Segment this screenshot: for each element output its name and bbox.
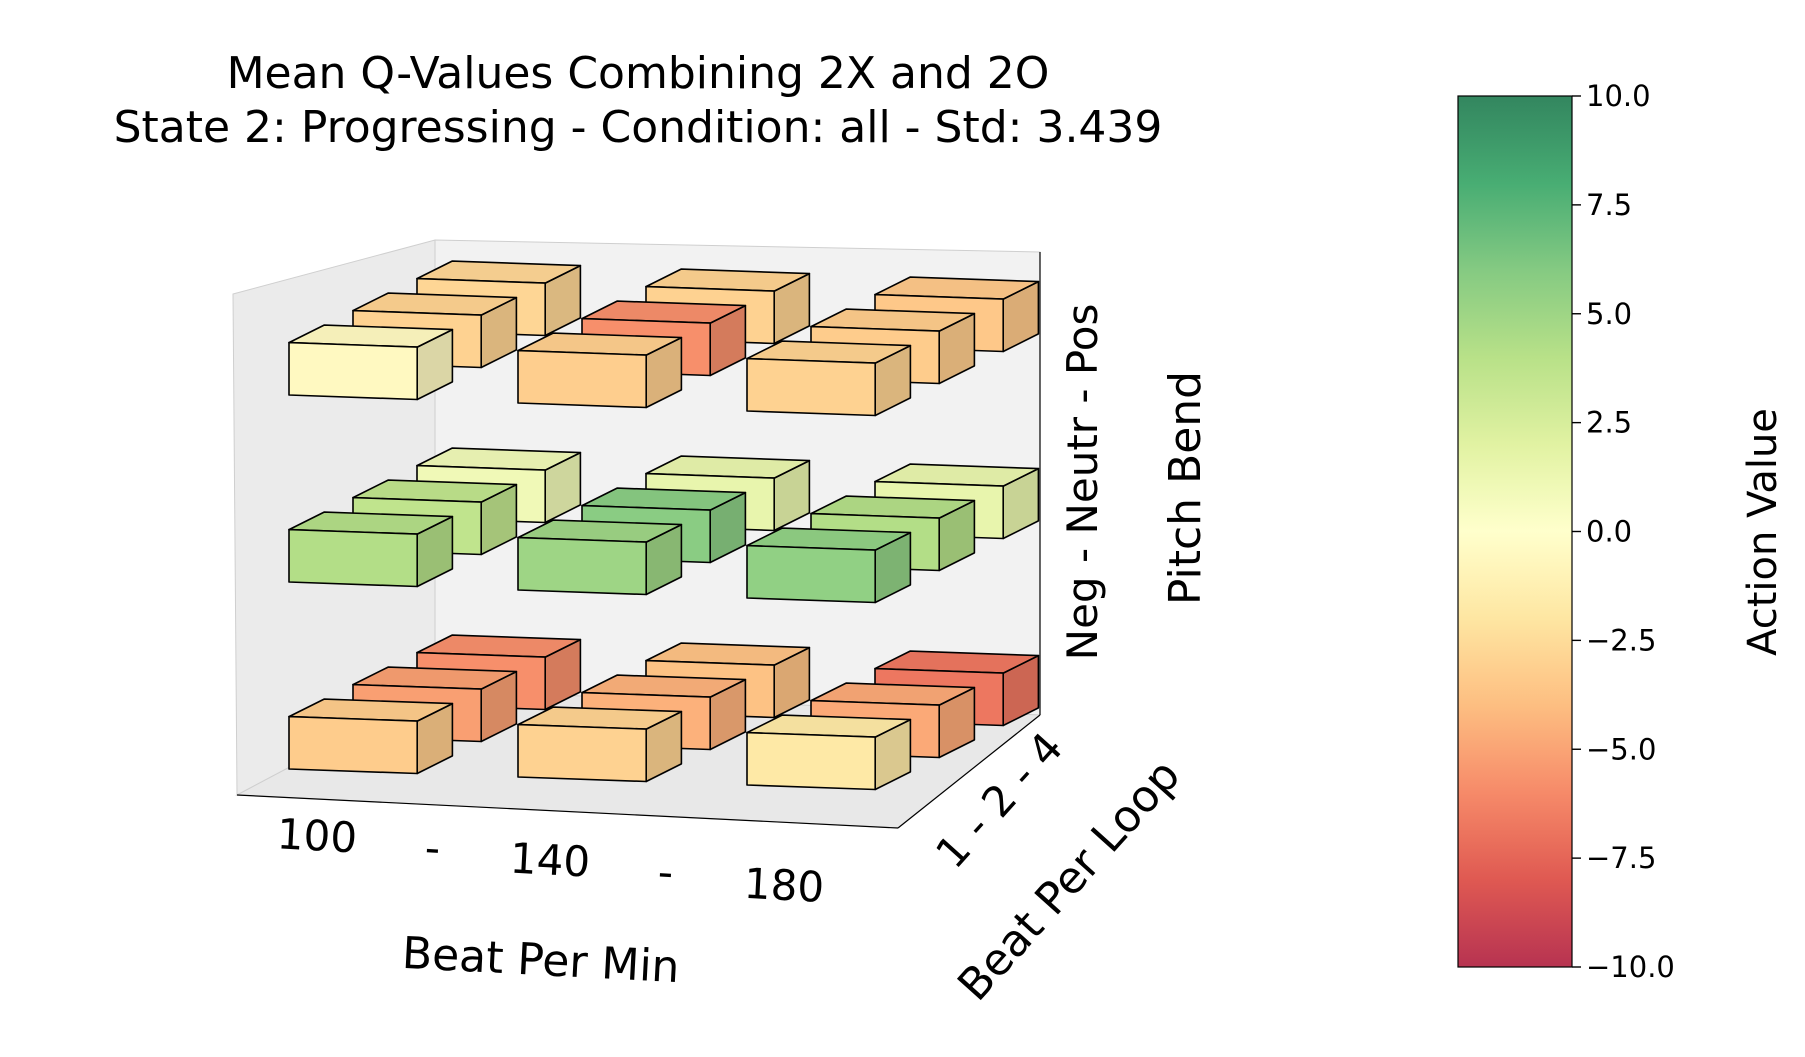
- bar-cube: [517, 332, 683, 409]
- x-tick-label: -: [657, 847, 675, 897]
- cube-front-face: [288, 341, 419, 401]
- bar-cube: [746, 340, 912, 417]
- colorbar-tick-label: 10.0: [1586, 79, 1651, 113]
- bar-cube: [288, 698, 454, 775]
- x-axis-label: Beat Per Min: [401, 928, 681, 993]
- x-tick-label: 100: [276, 809, 359, 862]
- bar-cube: [288, 511, 454, 588]
- colorbar-tick-label: 2.5: [1586, 406, 1632, 440]
- x-axis-line: [236, 794, 899, 829]
- colorbar-tick-label: −7.5: [1586, 841, 1656, 875]
- colorbar-ticks: 10.0 7.5 5.0 2.5 0.0 −2.5 −5.0 −7.5 −10.0: [1572, 79, 1675, 984]
- colorbar-tick-label: −10.0: [1586, 950, 1675, 984]
- cube-front-face: [288, 528, 419, 588]
- chart-title-line-1: Mean Q-Values Combining 2X and 2O: [227, 48, 1050, 99]
- colorbar-tick-label: 5.0: [1586, 297, 1632, 331]
- z-axis-label: Pitch Bend: [1160, 371, 1211, 605]
- bar-cube: [517, 706, 683, 783]
- colorbar-gradient: [1457, 95, 1573, 968]
- bar-cube: [746, 714, 912, 791]
- colorbar-tick-label: 0.0: [1586, 515, 1632, 549]
- colorbar-label: Action Value: [1740, 408, 1786, 656]
- chart-title-line-2: State 2: Progressing - Condition: all - …: [114, 102, 1163, 153]
- bar-cube: [288, 324, 454, 401]
- colorbar-tick-label: −5.0: [1586, 732, 1656, 766]
- cube-front-face: [517, 536, 648, 596]
- x-tick-label: 180: [743, 859, 826, 912]
- colorbar: 10.0 7.5 5.0 2.5 0.0 −2.5 −5.0 −7.5 −10.0 Action…: [1457, 79, 1786, 984]
- chart-title: Mean Q-Values Combining 2X and 2O State …: [114, 48, 1163, 153]
- cube-front-face: [746, 731, 877, 791]
- cube-front-face: [746, 357, 877, 417]
- colorbar-tick-label: 7.5: [1586, 188, 1632, 222]
- z-tick-labels: Neg - Neutr - Pos: [1058, 304, 1107, 661]
- x-tick-label: 140: [509, 834, 592, 887]
- cube-front-face: [517, 349, 648, 409]
- bar-cube: [746, 527, 912, 604]
- bar-cubes: [288, 260, 1040, 791]
- x-tick-labels: 100 - 140 - 180: [276, 809, 826, 912]
- colorbar-tick-label: −2.5: [1586, 623, 1656, 657]
- x-tick-label: -: [424, 823, 442, 873]
- cube-front-face: [288, 715, 419, 775]
- bar-cube: [517, 519, 683, 596]
- cube-front-face: [746, 544, 877, 604]
- cube-front-face: [517, 723, 648, 783]
- y-axis-line: [897, 714, 1041, 829]
